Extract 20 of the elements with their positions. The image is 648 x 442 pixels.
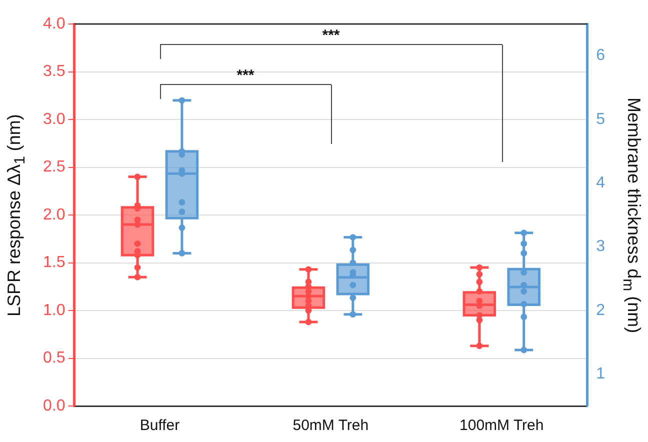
y-tick-label: 2.0 xyxy=(42,206,66,224)
y-tick-label: 2.5 xyxy=(42,158,66,176)
y-tick-label: 0.0 xyxy=(42,397,66,414)
y-tick-label: 0.5 xyxy=(42,350,66,367)
y2-tick-label: 5 xyxy=(596,110,606,128)
annotation: *** xyxy=(236,67,254,84)
y-tick-label: 3.0 xyxy=(42,110,66,128)
y-tick-label: 4.0 xyxy=(42,15,66,32)
y-tick-label: 1.5 xyxy=(42,254,66,272)
x-tick-label: 50mM Treh xyxy=(292,417,369,434)
y2-tick-label: 1 xyxy=(596,366,606,383)
y-tick-label: 3.5 xyxy=(42,63,66,80)
y2-tick-label: 3 xyxy=(596,238,606,256)
y2-tick-label: 6 xyxy=(596,47,606,64)
x-tick-label: 100mM Treh xyxy=(460,417,544,434)
annotation: *** xyxy=(322,27,340,44)
y2-tick-label: 2 xyxy=(596,302,606,319)
x-tick-label: Buffer xyxy=(140,417,180,434)
y2-tick-label: 4 xyxy=(596,174,606,192)
y-tick-label: 1.0 xyxy=(42,302,66,319)
